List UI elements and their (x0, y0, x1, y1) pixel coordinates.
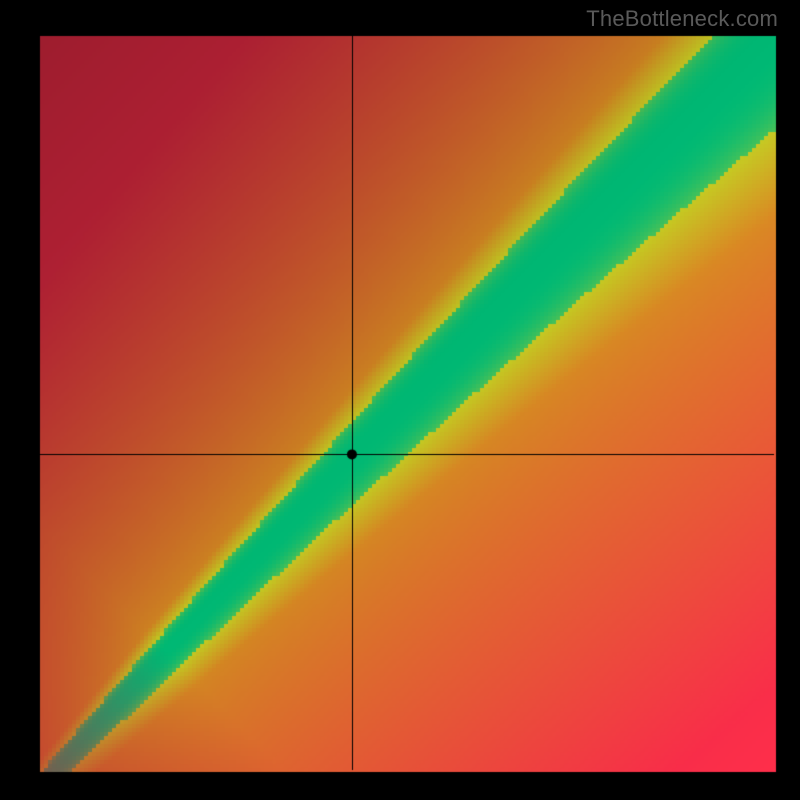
chart-container: TheBottleneck.com (0, 0, 800, 800)
watermark-text: TheBottleneck.com (586, 6, 778, 32)
heatmap-canvas (0, 0, 800, 800)
